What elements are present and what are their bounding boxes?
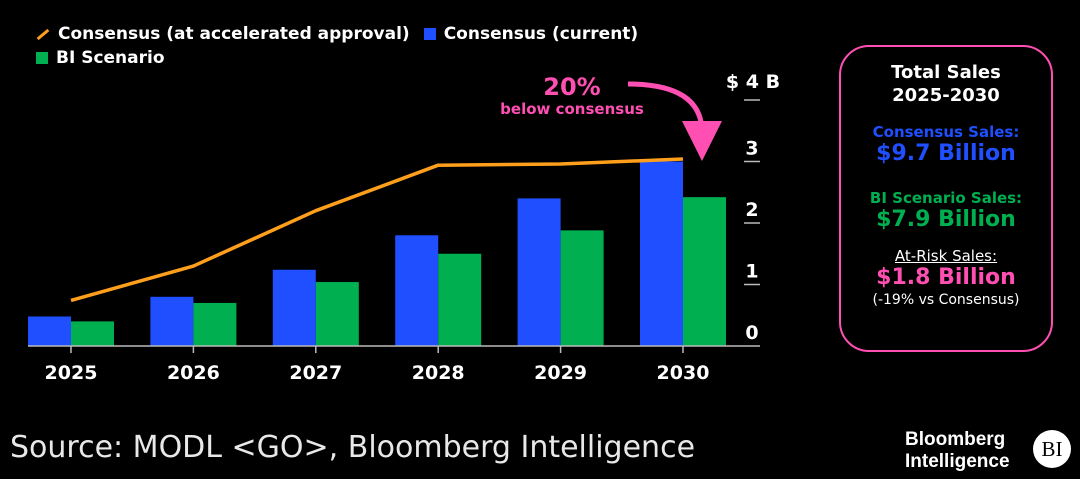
bars-group xyxy=(28,161,726,346)
bar-consensus-2026 xyxy=(150,296,194,346)
bar-bi-2025 xyxy=(71,321,114,346)
legend-row-2: BI Scenario xyxy=(36,46,652,70)
risk-sales-value: $1.8 Billion xyxy=(876,265,1016,290)
bi-sales-label: BI Scenario Sales: xyxy=(869,189,1023,207)
bar-consensus-2025 xyxy=(28,316,71,346)
brand-line2: Intelligence xyxy=(905,451,1010,472)
line-consensus-accelerated xyxy=(70,157,684,303)
brand-badge-icon: BI xyxy=(1033,430,1071,468)
bar-consensus-2030 xyxy=(640,161,683,346)
y-tick-label-4: $ 4 B xyxy=(726,71,780,93)
annotation-layer: 20% below consensus xyxy=(500,73,722,161)
x-tick-label-2028: 2028 xyxy=(412,362,465,384)
annotation-arrow xyxy=(627,81,722,161)
line-layer xyxy=(70,157,684,303)
risk-note: (-19% vs Consensus) xyxy=(872,292,1020,308)
legend: Consensus (at accelerated approval) Cons… xyxy=(36,22,652,70)
x-tick-label-2029: 2029 xyxy=(534,362,587,384)
legend-swatch-blue xyxy=(423,28,436,40)
legend-label-consensus-current: Consensus (current) xyxy=(443,24,639,44)
annotation-pct: 20% xyxy=(543,73,600,101)
bar-consensus-2028 xyxy=(395,235,439,346)
legend-label-bi-scenario: BI Scenario xyxy=(56,48,165,68)
legend-item-consensus-current: Consensus (current) xyxy=(423,24,639,44)
bi-sales-value: $7.9 Billion xyxy=(876,207,1016,232)
x-tick-label-2025: 2025 xyxy=(45,362,98,384)
bar-bi-2030 xyxy=(683,197,726,346)
panel-title-line2: 2025-2030 xyxy=(892,85,1000,106)
panel-title-line1: Total Sales xyxy=(891,62,1001,83)
legend-item-consensus-line: Consensus (at accelerated approval) xyxy=(36,24,410,44)
y-tick-label-2: 2 xyxy=(745,199,758,221)
source-note: Source: MODL <GO>, Bloomberg Intelligenc… xyxy=(10,430,696,465)
y-tick-label-0: 0 xyxy=(745,322,758,344)
brand-logo: Bloomberg Intelligence xyxy=(905,429,1010,473)
legend-swatch-green xyxy=(36,52,48,64)
risk-sales-label: At-Risk Sales: xyxy=(894,247,998,265)
legend-row-1: Consensus (at accelerated approval) Cons… xyxy=(36,22,652,46)
axis-layer: 2025 2026 2027 2028 2029 2030 0 1 2 3 $ 4 B xyxy=(28,71,780,384)
risk-block: At-Risk Sales: $1.8 Billion (-19% vs Con… xyxy=(841,247,1051,309)
legend-label-consensus-line: Consensus (at accelerated approval) xyxy=(58,24,410,44)
panel-title: Total Sales 2025-2030 xyxy=(841,61,1051,107)
bi-block: BI Scenario Sales: $7.9 Billion xyxy=(841,189,1051,233)
bar-bi-2028 xyxy=(438,253,482,346)
consensus-block: Consensus Sales: $9.7 Billion xyxy=(841,123,1051,167)
bar-consensus-2027 xyxy=(272,269,316,346)
brand-line1: Bloomberg xyxy=(905,429,1006,450)
y-tick-label-3: 3 xyxy=(745,138,758,160)
summary-panel: Total Sales 2025-2030 Consensus Sales: $… xyxy=(839,45,1053,352)
x-tick-label-2027: 2027 xyxy=(289,362,342,384)
bar-bi-2027 xyxy=(315,282,359,346)
x-tick-label-2030: 2030 xyxy=(657,362,710,384)
consensus-sales-value: $9.7 Billion xyxy=(876,141,1016,166)
bar-bi-2026 xyxy=(193,302,237,346)
annotation-text: below consensus xyxy=(500,100,644,118)
x-tick-label-2026: 2026 xyxy=(167,362,220,384)
legend-item-bi-scenario: BI Scenario xyxy=(36,48,165,68)
bar-bi-2029 xyxy=(560,230,604,346)
consensus-sales-label: Consensus Sales: xyxy=(872,123,1020,141)
y-tick-label-1: 1 xyxy=(745,261,758,283)
chart-plot: 2025 2026 2027 2028 2029 2030 0 1 2 3 $ 4 B 20% be… xyxy=(28,71,780,384)
bar-consensus-2029 xyxy=(517,198,561,346)
